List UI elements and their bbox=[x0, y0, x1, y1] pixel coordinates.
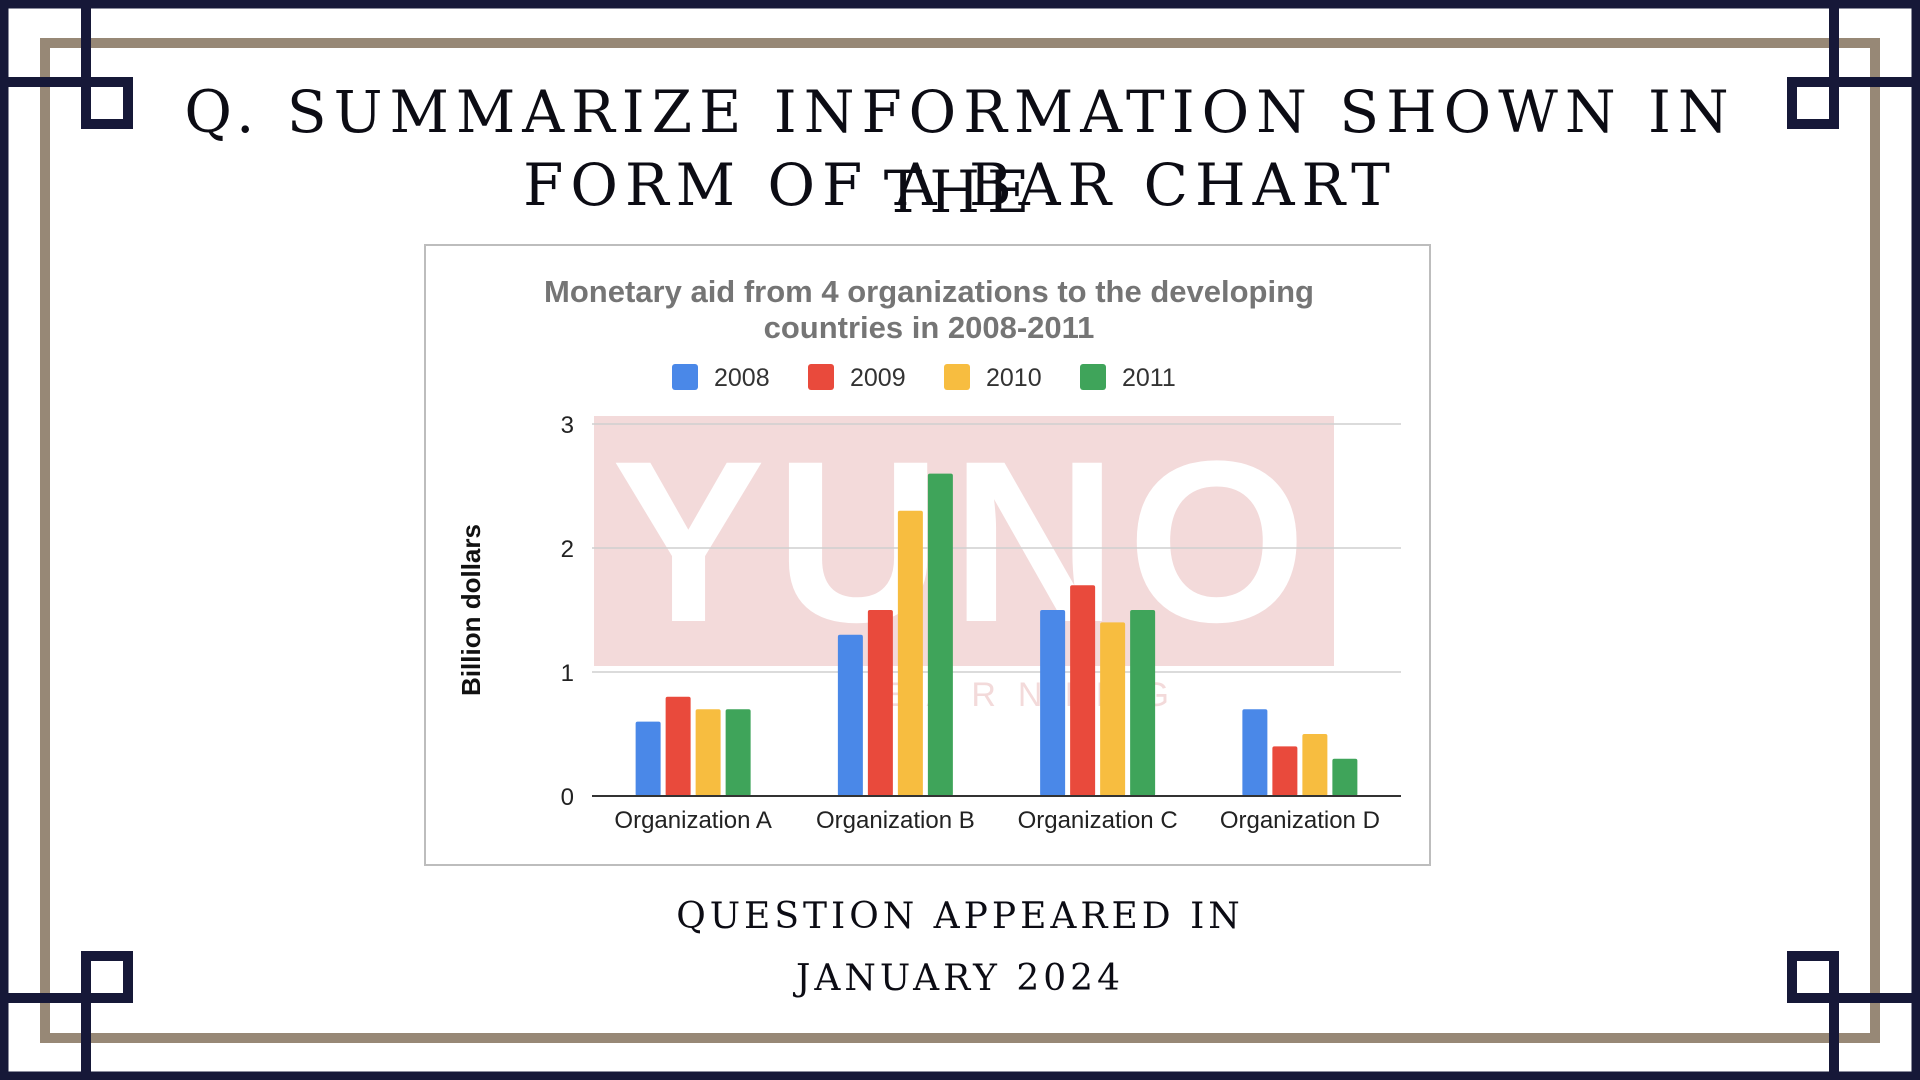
watermark-text: YUNO bbox=[612, 413, 1317, 670]
corner-ornament-bottom-right bbox=[1787, 951, 1920, 1080]
legend-label: 2011 bbox=[1122, 364, 1176, 392]
bar-2009-2 bbox=[867, 610, 893, 796]
footer-line-2: January 2024 bbox=[796, 958, 1124, 999]
bar-2009-3 bbox=[1070, 585, 1096, 796]
bar-2011-2 bbox=[927, 473, 953, 796]
y-tick-label: 0 bbox=[561, 784, 574, 811]
legend-swatch bbox=[1080, 364, 1106, 390]
legend-swatch bbox=[808, 364, 834, 390]
inner-border bbox=[40, 38, 1880, 1043]
corner-ornament-top-left bbox=[0, 0, 133, 129]
bar-2008-3 bbox=[1040, 610, 1066, 796]
legend-label: 2010 bbox=[986, 364, 1042, 392]
y-axis-ticks: 0 1 2 3 bbox=[561, 412, 574, 811]
bars bbox=[635, 473, 1358, 796]
chart-title-line-2: countries in 2008-2011 bbox=[764, 310, 1095, 345]
bar-2008-1 bbox=[635, 721, 661, 796]
gridlines bbox=[592, 423, 1401, 673]
bar-chart: YUNO LEARNING Monetary aid from 4 organi… bbox=[456, 274, 1401, 834]
bar-2011-4 bbox=[1332, 758, 1358, 796]
x-tick-label: Organization B bbox=[816, 807, 975, 834]
corner-ornament-top-right bbox=[1787, 0, 1920, 129]
y-axis-label: Billion dollars bbox=[456, 524, 486, 696]
bar-2011-3 bbox=[1130, 610, 1156, 796]
y-tick-label: 3 bbox=[561, 412, 574, 439]
bar-2008-2 bbox=[837, 634, 863, 796]
legend-label: 2008 bbox=[714, 364, 770, 392]
watermark-box bbox=[594, 416, 1334, 666]
watermark: YUNO LEARNING bbox=[594, 413, 1334, 714]
bar-2011-1 bbox=[725, 709, 751, 796]
bar-2010-3 bbox=[1100, 622, 1126, 796]
chart-legend: 2008 2009 2010 2011 bbox=[672, 364, 1176, 392]
y-tick-label: 2 bbox=[561, 536, 574, 563]
bar-2010-1 bbox=[695, 709, 721, 796]
headline-line-2: form of a bar chart bbox=[523, 151, 1397, 219]
bar-2009-4 bbox=[1272, 746, 1298, 796]
bar-2008-4 bbox=[1242, 709, 1268, 796]
bar-2009-1 bbox=[665, 696, 691, 796]
legend-swatch bbox=[944, 364, 970, 390]
bar-2010-4 bbox=[1302, 734, 1328, 796]
x-axis-ticks: Organization A Organization B Organization… bbox=[614, 807, 1380, 834]
y-tick-label: 1 bbox=[561, 660, 574, 687]
footer-line-1: Question appeared in bbox=[676, 896, 1244, 937]
x-tick-label: Organization C bbox=[1018, 807, 1178, 834]
x-tick-label: Organization A bbox=[614, 807, 771, 834]
chart-panel: YUNO LEARNING Monetary aid from 4 organi… bbox=[424, 244, 1431, 866]
bar-2010-2 bbox=[897, 510, 923, 796]
x-tick-label: Organization D bbox=[1220, 807, 1380, 834]
headline-line-1: Q. Summarize information shown in the bbox=[184, 78, 1736, 226]
chart-title-line-1: Monetary aid from 4 organizations to the… bbox=[544, 274, 1314, 309]
legend-label: 2009 bbox=[850, 364, 906, 392]
legend-swatch bbox=[672, 364, 698, 390]
corner-ornament-bottom-left bbox=[0, 951, 133, 1080]
